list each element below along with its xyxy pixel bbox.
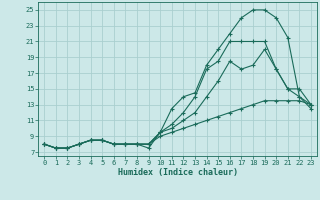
X-axis label: Humidex (Indice chaleur): Humidex (Indice chaleur) bbox=[118, 168, 238, 177]
